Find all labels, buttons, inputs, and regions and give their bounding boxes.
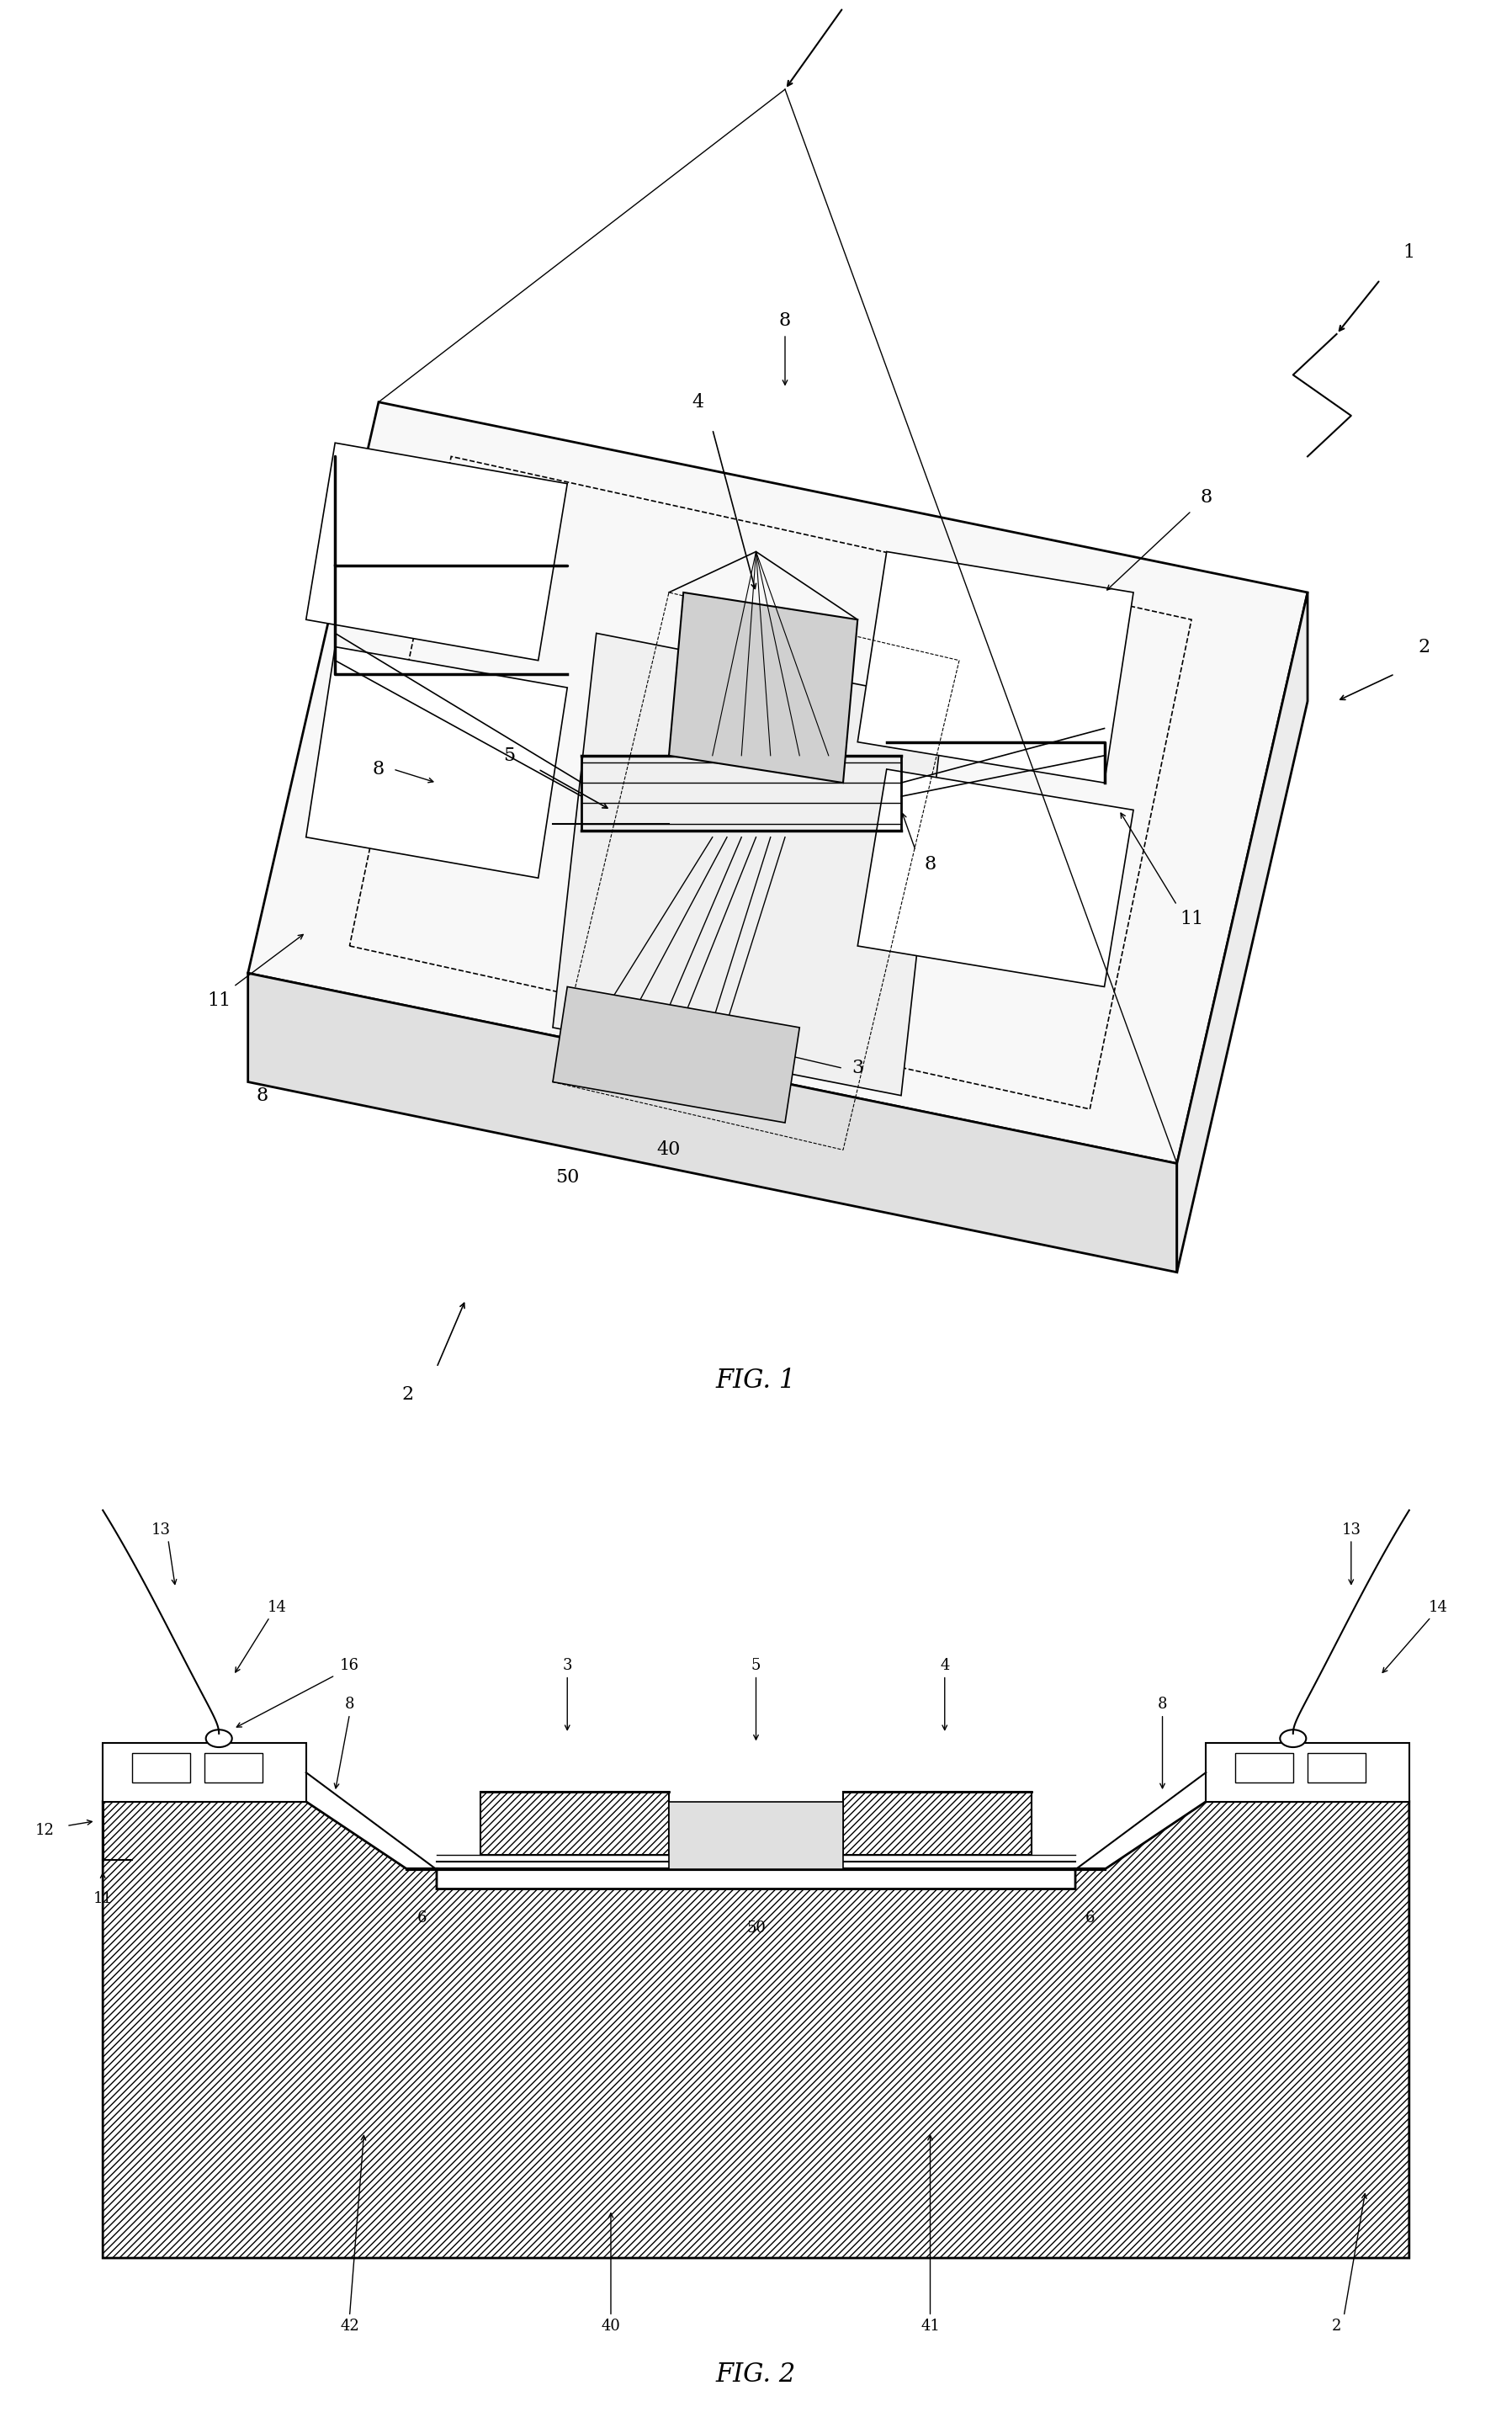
- Text: 41: 41: [921, 2319, 940, 2333]
- Text: 50: 50: [555, 1168, 579, 1187]
- Text: 40: 40: [602, 2319, 620, 2333]
- Text: 13: 13: [1341, 1522, 1361, 1537]
- Text: 5: 5: [503, 745, 516, 765]
- Text: 6: 6: [1086, 1911, 1095, 1925]
- Text: 8: 8: [345, 1697, 354, 1712]
- Polygon shape: [204, 1753, 263, 1782]
- Polygon shape: [248, 974, 1176, 1272]
- Text: 40: 40: [658, 1141, 680, 1158]
- Text: 4: 4: [940, 1658, 950, 1673]
- Text: 8: 8: [750, 1100, 762, 1119]
- Polygon shape: [844, 1792, 1031, 1855]
- Text: 16: 16: [340, 1658, 360, 1673]
- Polygon shape: [1176, 592, 1308, 1272]
- Text: 1: 1: [1403, 243, 1415, 262]
- Text: 50: 50: [747, 1921, 765, 1935]
- Circle shape: [206, 1729, 231, 1748]
- Polygon shape: [553, 634, 945, 1095]
- Text: 13: 13: [151, 1522, 171, 1537]
- Polygon shape: [1207, 1743, 1409, 1802]
- Polygon shape: [857, 770, 1134, 986]
- Circle shape: [1281, 1729, 1306, 1748]
- Text: 2: 2: [1332, 2319, 1341, 2333]
- Polygon shape: [103, 1802, 1409, 2258]
- Text: 8: 8: [1201, 488, 1213, 507]
- Polygon shape: [1235, 1753, 1293, 1782]
- Text: 2: 2: [402, 1386, 414, 1403]
- Text: 8: 8: [924, 855, 936, 874]
- Text: 3: 3: [851, 1059, 863, 1078]
- Polygon shape: [132, 1753, 191, 1782]
- Text: 12: 12: [35, 1823, 54, 1838]
- Text: FIG. 2: FIG. 2: [715, 2362, 797, 2387]
- Polygon shape: [1308, 1753, 1365, 1782]
- Text: 42: 42: [340, 2319, 360, 2333]
- Text: 8: 8: [779, 311, 791, 330]
- Text: 11: 11: [94, 1891, 112, 1906]
- Text: 2: 2: [851, 0, 863, 2]
- Text: 14: 14: [1429, 1600, 1448, 1615]
- Polygon shape: [668, 592, 857, 782]
- Text: 8: 8: [1158, 1697, 1167, 1712]
- Text: 8: 8: [372, 760, 384, 779]
- Text: 3: 3: [562, 1658, 572, 1673]
- Text: 4: 4: [692, 393, 705, 410]
- Text: 5: 5: [751, 1658, 761, 1673]
- Polygon shape: [481, 1792, 668, 1855]
- Text: 2: 2: [1418, 639, 1430, 656]
- Text: 6: 6: [417, 1911, 426, 1925]
- Polygon shape: [857, 551, 1134, 782]
- Polygon shape: [248, 403, 1308, 1163]
- Polygon shape: [305, 442, 567, 660]
- Polygon shape: [553, 986, 800, 1122]
- Text: 8: 8: [257, 1085, 269, 1105]
- Text: 11: 11: [1179, 910, 1204, 927]
- Text: FIG. 1: FIG. 1: [715, 1367, 797, 1394]
- Polygon shape: [668, 1802, 844, 1870]
- Text: 11: 11: [207, 991, 231, 1010]
- Polygon shape: [103, 1743, 305, 1802]
- Text: 14: 14: [268, 1600, 287, 1615]
- Polygon shape: [305, 646, 567, 879]
